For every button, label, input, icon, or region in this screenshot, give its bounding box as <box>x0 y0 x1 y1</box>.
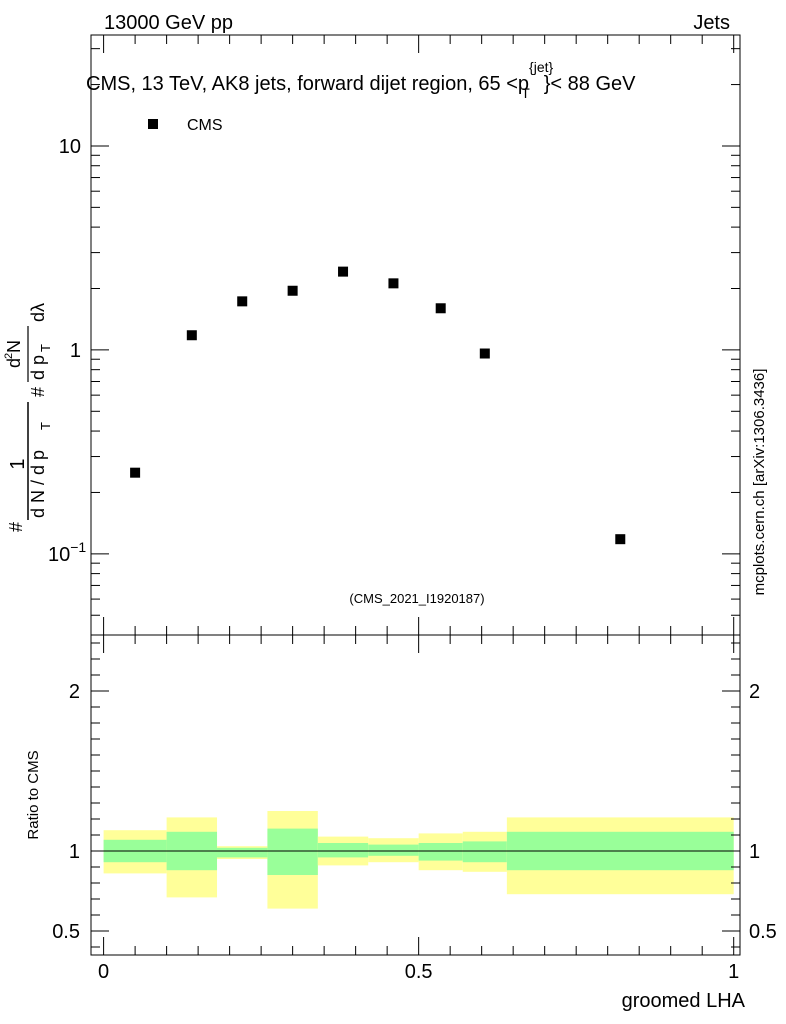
svg-text:T: T <box>38 344 53 352</box>
ratio-plot-panel: 2 2 1 1 0.5 0.5 0 0.5 1 Ratio to CMS groomed LHA <box>25 634 777 1012</box>
ratio-plot-tick-labels: 2 2 1 1 0.5 0.5 0 0.5 1 <box>52 681 777 983</box>
y-axis-label: # 1 d N / d p T # d 2 N d p T dλ <box>3 303 53 532</box>
svg-text:1: 1 <box>7 458 29 469</box>
analysis-watermark: (CMS_2021_I1920187) <box>349 591 484 606</box>
ratio-band-inner <box>462 841 507 863</box>
data-point <box>287 285 298 296</box>
ratio-y-tick-label-left: 1 <box>69 841 80 863</box>
ratio-y-tick-label-left: 2 <box>69 681 80 703</box>
svg-text:d: d <box>4 358 24 368</box>
ratio-y-axis-label: Ratio to CMS <box>25 750 42 839</box>
data-point <box>615 534 626 545</box>
svg-text:2: 2 <box>3 353 15 359</box>
ratio-plot-ticks <box>91 635 740 955</box>
data-point <box>388 278 399 289</box>
x-tick-label: 0.5 <box>405 961 433 983</box>
ratio-band-inner <box>418 843 463 861</box>
svg-text:dλ: dλ <box>28 303 48 322</box>
mcplots-label: mcplots.cern.ch [arXiv:1306.3436] <box>751 369 768 596</box>
energy-label: 13000 GeV pp <box>104 12 233 34</box>
svg-text:N: N <box>4 340 24 353</box>
ratio-y-tick-label-left: 0.5 <box>52 921 80 943</box>
main-plot-panel: 10 1 10−1 (CMS_2021_I1920187) CMS, 13 TeV,… <box>3 34 741 636</box>
x-tick-label: 0 <box>98 961 109 983</box>
ratio-y-tick-label-right: 2 <box>749 681 760 703</box>
data-point <box>338 266 349 277</box>
ratio-plot-frame <box>90 634 741 956</box>
ratio-band-inner <box>267 828 318 875</box>
y-tick-label: 1 <box>70 340 81 362</box>
svg-text:d N / d p: d N / d p <box>28 450 48 518</box>
legend-marker-cms <box>148 119 158 129</box>
ratio-y-tick-label-right: 1 <box>749 841 760 863</box>
legend-label-cms: CMS <box>187 117 223 134</box>
main-plot-ticks <box>91 35 740 636</box>
svg-text:#: # <box>28 387 48 397</box>
x-tick-label: 1 <box>728 961 739 983</box>
data-point <box>130 467 141 478</box>
data-point <box>237 296 248 307</box>
plot-title: CMS, 13 TeV, AK8 jets, forward dijet reg… <box>86 59 636 101</box>
ratio-band-inner <box>368 844 419 856</box>
process-label: Jets <box>693 12 730 34</box>
y-tick-label: 10−1 <box>48 539 86 566</box>
ratio-band-inner <box>317 843 369 858</box>
x-axis-label: groomed LHA <box>622 990 746 1012</box>
main-plot-markers <box>130 266 626 545</box>
svg-text:T: T <box>38 422 53 430</box>
ratio-bands <box>103 811 734 909</box>
svg-text:d p: d p <box>28 355 48 380</box>
data-point <box>186 330 197 341</box>
y-tick-label: 10 <box>59 136 81 158</box>
ratio-band-inner <box>217 847 268 858</box>
svg-text:#: # <box>6 522 26 532</box>
ratio-y-tick-label-right: 0.5 <box>749 921 777 943</box>
data-point <box>479 348 490 359</box>
main-plot-tick-labels: 10 1 10−1 <box>48 136 86 566</box>
data-point <box>435 303 446 314</box>
